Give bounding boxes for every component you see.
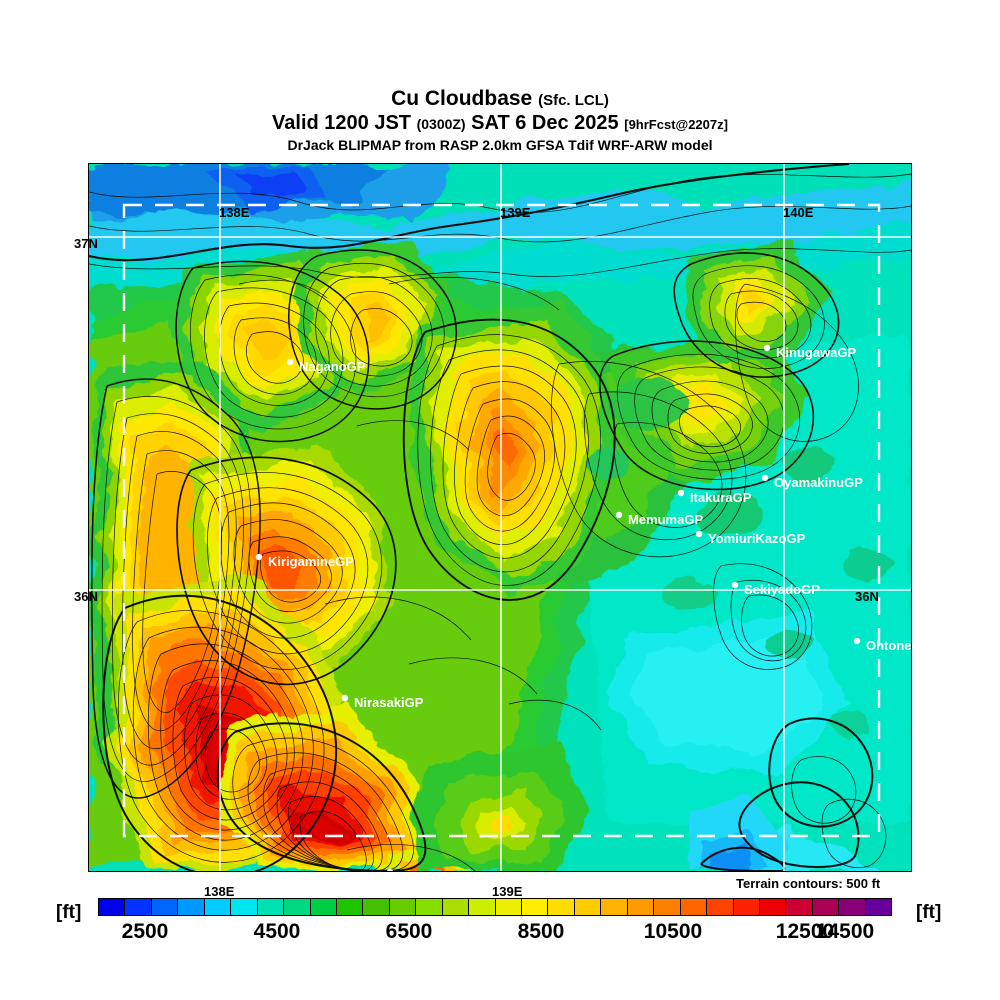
forecast-hour: [9hrFcst@2207z] [624, 117, 728, 132]
colorbar-tick-label: 4500 [253, 920, 301, 943]
station-dot-icon [615, 511, 623, 519]
longitude-label-bottom: 139E [492, 884, 523, 899]
colorbar-segment [284, 899, 311, 915]
colorbar-segment [99, 899, 126, 915]
station-label: NirasakiGP [354, 695, 424, 710]
colorbar-segment [707, 899, 734, 915]
colorbar-segment [654, 899, 681, 915]
title-subtitle: (Sfc. LCL) [538, 92, 609, 109]
station-dot-icon [853, 637, 861, 645]
colorbar[interactable] [98, 898, 892, 916]
station-label: OhtoneGP [866, 638, 911, 653]
longitude-label-top: 140E [783, 205, 814, 220]
colorbar-segment [204, 899, 232, 915]
latitude-label: 37N [74, 236, 98, 251]
colorbar-segment [336, 899, 364, 915]
colorbar-segment [759, 899, 787, 915]
colorbar-tick-label: 6500 [385, 920, 433, 943]
station-marker[interactable]: OyamakinuGP [761, 474, 863, 490]
station-dot-icon [286, 358, 294, 366]
station-marker[interactable]: YomiuriKazoGP [695, 530, 806, 546]
terrain-contour-note: Terrain contours: 500 ft [736, 876, 881, 891]
title-block: Cu Cloudbase (Sfc. LCL) Valid 1200 JST (… [0, 88, 1000, 154]
station-marker[interactable]: SekiyadoGP [731, 581, 820, 597]
station-label: SekiyadoGP [744, 582, 820, 597]
colorbar-tick-label: 10500 [643, 920, 703, 943]
colorbar-segment [839, 899, 866, 915]
title-line-1: Cu Cloudbase (Sfc. LCL) [0, 88, 1000, 112]
colorbar-segment [125, 899, 152, 915]
station-dot-icon [763, 344, 771, 352]
station-label: MemumaGP [628, 512, 703, 527]
colorbar-unit-right: [ft] [916, 902, 942, 923]
valid-time-utc: (0300Z) [416, 116, 466, 132]
colorbar-unit-left: [ft] [56, 902, 82, 923]
station-marker[interactable]: KinugawaGP [763, 344, 857, 360]
longitude-label-bottom: 138E [204, 884, 235, 899]
station-layer: NaganoGP KinugawaGP OyamakinuGP ItakuraGP Me… [255, 344, 911, 871]
colorbar-segment [416, 899, 443, 915]
colorbar-segment [469, 899, 496, 915]
latitude-label: 36N [855, 589, 879, 604]
valid-time: Valid 1200 JST [272, 112, 412, 134]
station-marker[interactable]: OhtoneGP [853, 637, 911, 653]
colorbar-segment [310, 899, 337, 915]
station-label: KinugawaGP [776, 345, 857, 360]
graticule-lines [89, 164, 911, 871]
longitude-label-top: 138E [219, 205, 250, 220]
map-panel[interactable]: NaganoGP KinugawaGP OyamakinuGP ItakuraGP Me… [88, 163, 912, 872]
terrain-contours [89, 164, 911, 871]
valid-date: SAT 6 Dec 2025 [471, 112, 619, 134]
colorbar-segment [733, 899, 760, 915]
station-label: KirigamineGP [268, 554, 354, 569]
colorbar-segment [151, 899, 179, 915]
colorbar-segment [786, 899, 813, 915]
station-marker[interactable]: ItakuraGP [677, 489, 752, 505]
colorbar-segment [442, 899, 470, 915]
colorbar-segment [548, 899, 575, 915]
colorbar-segment [865, 899, 892, 915]
station-marker[interactable]: KirigamineGP [255, 553, 354, 569]
colorbar-segment [389, 899, 417, 915]
colorbar-segment [574, 899, 602, 915]
title-line-2: Valid 1200 JST (0300Z) SAT 6 Dec 2025 [9… [0, 112, 1000, 136]
colorbar-segment [812, 899, 840, 915]
colorbar-tick-label: 2500 [121, 920, 169, 943]
station-label: NaganoGP [299, 359, 366, 374]
station-dot-icon [677, 489, 685, 497]
station-marker[interactable]: NaganoGP [286, 358, 366, 374]
title-main: Cu Cloudbase [391, 87, 533, 110]
colorbar-segment [363, 899, 390, 915]
station-dot-icon [341, 694, 349, 702]
station-label: OyamakinuGP [774, 475, 863, 490]
colorbar-segment [601, 899, 628, 915]
colorbar-segment [178, 899, 205, 915]
model-attribution: DrJack BLIPMAP from RASP 2.0km GFSA Tdif… [287, 137, 713, 153]
station-dot-icon [761, 474, 769, 482]
colorbar-tick-label: 14500 [815, 920, 875, 943]
longitude-label-top: 139E [500, 205, 531, 220]
map-raster: NaganoGP KinugawaGP OyamakinuGP ItakuraGP Me… [89, 164, 911, 871]
latitude-label: 36N [74, 589, 98, 604]
station-dot-icon [695, 530, 703, 538]
station-dot-icon [386, 868, 394, 871]
station-marker[interactable]: FujiganeGP [386, 868, 472, 871]
colorbar-segment [522, 899, 549, 915]
station-dot-icon [255, 553, 263, 561]
station-label: YomiuriKazoGP [708, 531, 806, 546]
colorbar-segment [495, 899, 522, 915]
colorbar-tick-label: 12500 [775, 920, 835, 943]
colorbar-tick-label: 8500 [517, 920, 565, 943]
colorbar-segment [627, 899, 655, 915]
model-domain-box [122, 203, 881, 838]
station-label: ItakuraGP [690, 490, 752, 505]
station-label: FujiganeGP [399, 869, 472, 871]
station-dot-icon [731, 581, 739, 589]
colorbar-segment [257, 899, 285, 915]
station-marker[interactable]: MemumaGP [615, 511, 704, 527]
colorbar-segment [231, 899, 258, 915]
colorbar-segment [680, 899, 708, 915]
station-marker[interactable]: NirasakiGP [341, 694, 424, 710]
